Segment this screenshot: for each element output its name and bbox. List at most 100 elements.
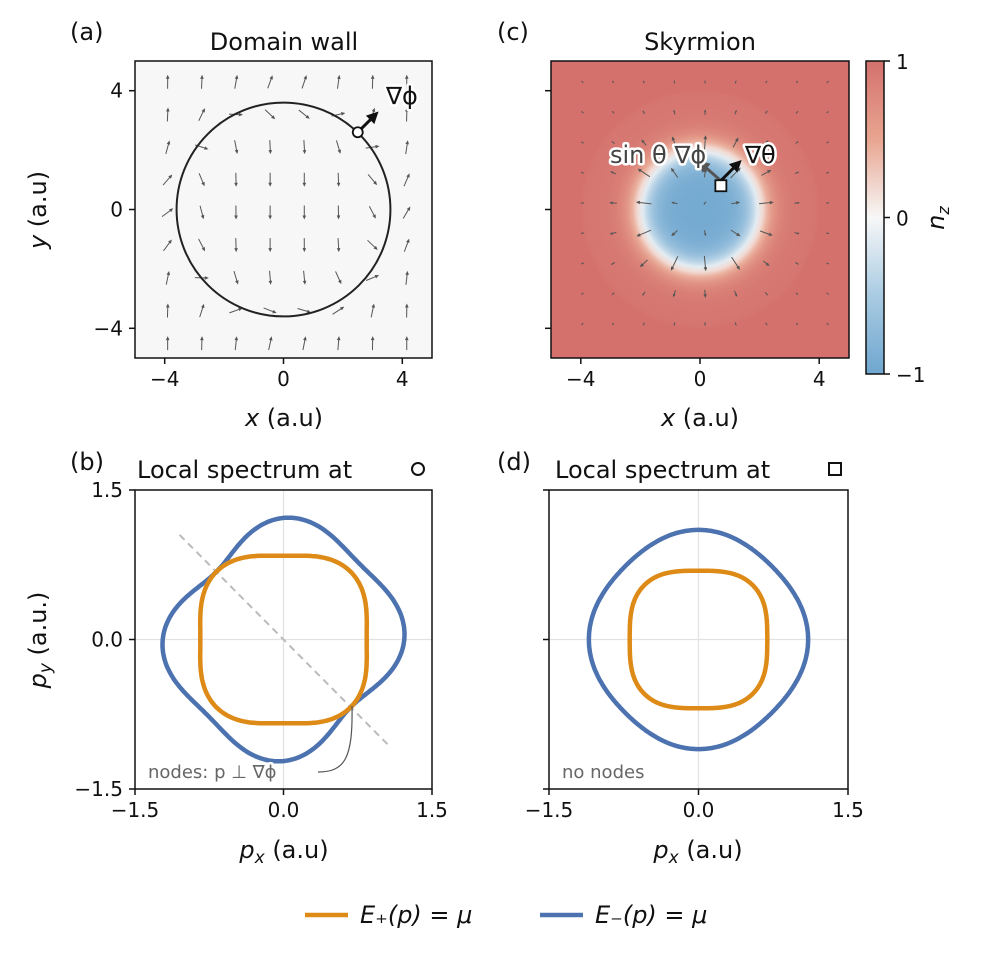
quiver-arrow [335,140,342,154]
panel-label-b: (b) [70,448,104,476]
ylabel-b: py (a.u.) [24,592,56,690]
quiver-c [580,80,830,327]
quiver-arrow [794,201,800,205]
xlabel-b: px (a.u) [238,836,328,868]
quiver-arrow [795,262,799,265]
axes-c-ticks: −4 0 4 [545,89,826,391]
y-tick-label: −1.5 [74,777,123,801]
quiver-arrow [637,168,651,178]
quiver-arrow [826,80,829,84]
quiver-arrow [612,80,615,84]
xlabel-a: x (a.u) [244,404,323,432]
grad-theta-label: ∇θ [744,141,776,169]
panel-label-a: (a) [70,18,103,46]
quiver-arrow [826,171,830,174]
quiver-arrow [405,107,409,122]
quiver-arrow [199,303,205,318]
quiver-arrow [403,238,410,252]
quiver-arrow [610,171,616,175]
quiver-arrow [734,109,737,115]
quiver-arrow [734,322,737,326]
quiver-arrow [730,229,741,237]
title-d-square-marker-icon [828,462,842,476]
xlabel-c-var: x [660,404,676,432]
y-tick-label: 1.5 [91,478,123,502]
quiver-arrow [302,172,307,187]
quiver-arrow [370,336,375,351]
quiver-arrow [610,261,616,265]
legend-label-e-plus: E₊(p) = μ [360,901,472,929]
quiver-arrow [198,108,205,121]
sin-theta-grad-phi-arrow [697,160,722,182]
quiver-arrow [580,171,585,174]
quiver-arrow [165,336,170,351]
quiver-arrow [635,200,652,205]
quiver-arrow [199,205,205,220]
e-minus-contour [586,527,811,752]
title-b: Local spectrum at [137,456,352,484]
title-b-circle-marker-icon [411,462,425,476]
quiver-arrow [703,289,707,299]
quiver-arrow [636,229,652,237]
domain-wall-circle [175,101,392,318]
quiver-arrow [402,206,411,219]
quiver-arrow [268,270,273,285]
node-dashed-line [178,534,389,745]
quiver-arrow [233,270,239,285]
quiver-arrow [826,322,829,326]
quiver-arrow [765,322,768,326]
panel-label-d: (d) [497,448,531,476]
quiver-arrow [365,274,380,281]
quiver-arrow [298,109,310,119]
quiver-arrow [165,303,170,318]
quiver-arrow [263,307,277,314]
y-tick-label: 4 [110,79,123,103]
skyrmion-heatmap [551,61,849,358]
quiver-arrow [794,171,800,174]
quiver-arrow [405,140,409,155]
quiver-arrow [759,200,774,205]
quiver-arrow [234,336,239,351]
quiver-arrow [161,208,174,218]
xlabel-d-unit: (a.u) [679,836,743,864]
xlabel-d: px (a.u) [652,836,742,868]
x-tick-label: 0 [694,367,707,391]
quiver-arrow [302,238,307,253]
quiver-arrow [336,172,341,187]
curves-d [586,527,811,752]
axes-d-ticks: −1.5 0.0 1.5 [525,489,864,822]
colorbar-label-sub: z [934,206,953,216]
xlabel-d-sub: x [668,848,680,868]
quiver-arrow [368,206,376,219]
quiver-arrow [732,137,739,148]
quiver-arrow [826,141,830,144]
quiver-arrow [200,336,204,351]
quiver-arrow [301,75,307,89]
quiver-arrow [612,322,615,326]
quiver-arrow [268,336,273,351]
no-nodes-annotation: no nodes [562,762,644,783]
panel-label-c: (c) [497,18,529,46]
quiver-arrow [642,80,645,84]
quiver-arrow [611,141,615,145]
quiver-arrow [198,173,205,187]
quiver-arrow [267,75,273,89]
nodes-annotation: nodes: p ⊥ ∇ϕ [148,762,277,783]
x-tick-label: −4 [566,367,595,391]
quiver-arrow [268,238,272,253]
x-tick-label: 0 [277,367,290,391]
e-plus-contour [197,553,370,726]
quiver-arrow [673,322,676,326]
x-tick-label: −1.5 [525,798,574,822]
quiver-arrow [580,202,585,204]
quiver-arrow [302,336,307,351]
quiver-arrow [166,107,170,122]
quiver-arrow [704,322,706,327]
quiver-arrow [670,256,679,271]
quiver-arrow [580,141,584,144]
quiver-arrow [703,109,707,115]
quiver-arrow [731,201,741,205]
colorbar-label-var: n [922,215,950,230]
quiver-arrow [405,270,409,285]
x-tick-label: 4 [813,367,826,391]
